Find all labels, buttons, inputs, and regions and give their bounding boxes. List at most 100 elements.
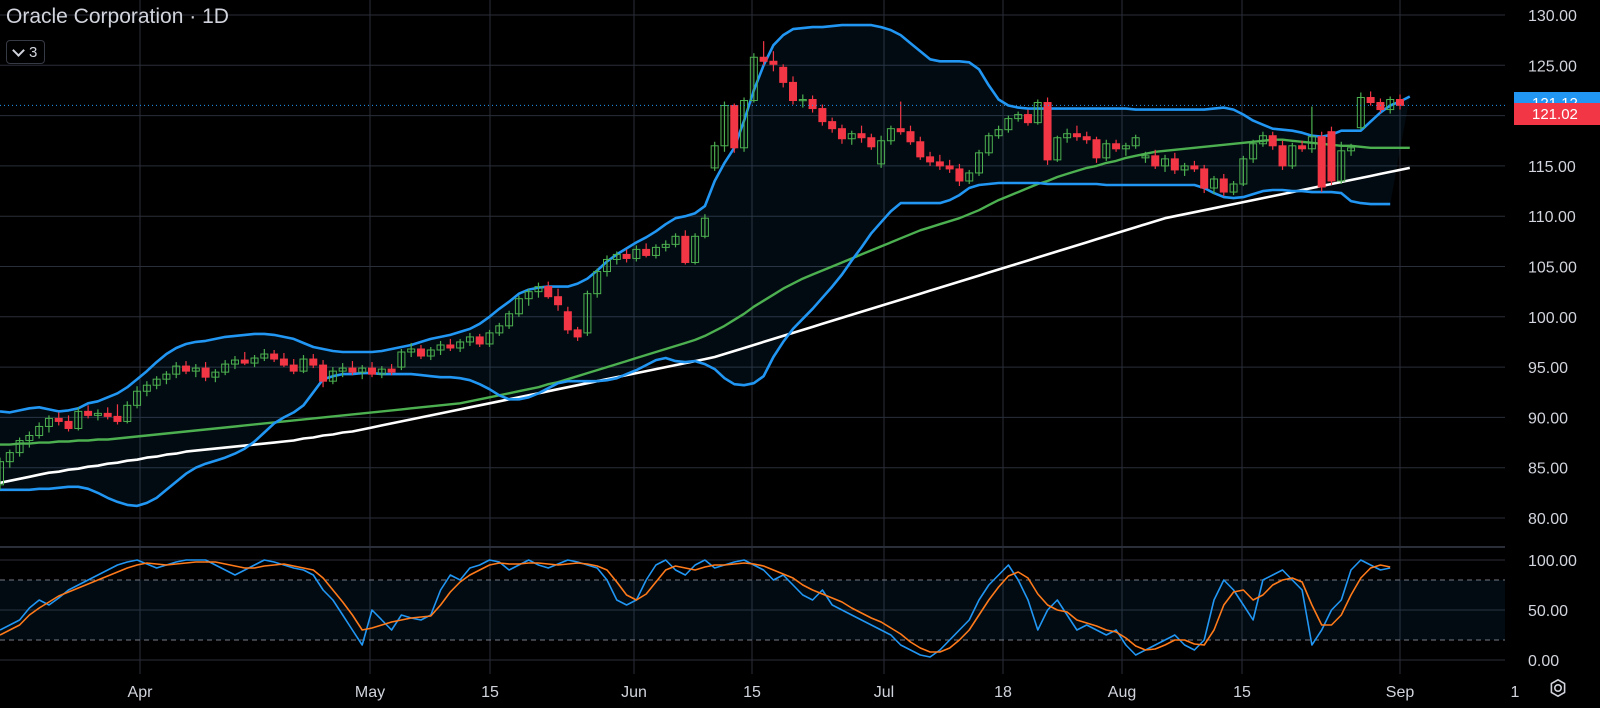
- candle: [1356, 92, 1365, 130]
- candle: [1151, 149, 1160, 169]
- candle-body: [1053, 137, 1062, 161]
- candle-body: [142, 384, 151, 392]
- candle-body: [1131, 137, 1140, 147]
- candle: [221, 360, 230, 376]
- candle-body: [123, 404, 132, 422]
- candle-body: [1063, 133, 1072, 139]
- candle: [877, 135, 886, 168]
- candle-body: [1004, 118, 1013, 131]
- candle: [818, 104, 827, 126]
- candle: [299, 355, 308, 374]
- candle-body: [348, 367, 357, 373]
- candle-body: [1043, 102, 1052, 161]
- candle-body: [877, 140, 886, 165]
- grid-lines: [0, 0, 1505, 674]
- candle: [798, 94, 807, 108]
- candle-body: [465, 336, 474, 343]
- candle-body: [1239, 158, 1248, 185]
- candle-body: [113, 415, 122, 422]
- indicators-toggle-button[interactable]: 3: [6, 40, 46, 64]
- candle: [0, 457, 4, 490]
- candle-body: [583, 293, 592, 334]
- candle-body: [789, 81, 798, 102]
- candle-body: [1268, 135, 1277, 147]
- candle-body: [5, 452, 14, 463]
- candle-body: [1327, 131, 1336, 182]
- candle-body: [1161, 158, 1170, 167]
- candle-body: [211, 371, 220, 378]
- candle: [1366, 91, 1375, 106]
- candle-body: [1102, 143, 1111, 159]
- candle: [759, 41, 768, 66]
- bollinger-lower-line: [0, 181, 1391, 508]
- candle-body: [1288, 145, 1297, 167]
- time-axis-tick-label: 15: [481, 684, 499, 701]
- candle-body: [426, 349, 435, 357]
- candle-body: [935, 161, 944, 167]
- candle-body: [1337, 150, 1346, 182]
- candle-body: [172, 365, 181, 375]
- candle: [573, 326, 582, 341]
- candle: [554, 288, 563, 311]
- candle: [1239, 155, 1248, 187]
- candle: [1131, 134, 1140, 149]
- candle-body: [1014, 114, 1023, 120]
- candle: [416, 344, 425, 360]
- candle: [64, 415, 73, 432]
- candle-body: [671, 235, 680, 245]
- candle: [1298, 140, 1307, 152]
- candle: [622, 249, 631, 263]
- candle: [456, 338, 465, 353]
- candle-body: [495, 325, 504, 334]
- candle: [152, 376, 161, 390]
- candle-body: [916, 141, 925, 158]
- candle: [847, 130, 856, 145]
- time-axis-tick-label: Aug: [1108, 684, 1136, 701]
- candle: [407, 342, 416, 358]
- candle: [84, 405, 93, 419]
- candle: [1268, 131, 1277, 150]
- candle-body: [886, 128, 895, 142]
- candle-body: [64, 420, 73, 429]
- candle-body: [955, 168, 964, 182]
- candle-body: [407, 348, 416, 353]
- oscillator-axis-tick-label: 0.00: [1528, 653, 1559, 670]
- candle-body: [642, 248, 651, 256]
- candle-body: [984, 135, 993, 154]
- candle: [475, 333, 484, 347]
- candle-body: [769, 60, 778, 65]
- candle-body: [270, 353, 279, 360]
- candle-body: [994, 129, 1003, 137]
- candle: [1317, 131, 1326, 193]
- candle: [1141, 151, 1150, 163]
- candle: [994, 125, 1003, 139]
- time-axis-tick-label: Jun: [621, 684, 647, 701]
- candle-body: [15, 440, 24, 454]
- candle: [289, 359, 298, 375]
- candle: [123, 401, 132, 424]
- candle: [563, 306, 572, 334]
- candle-body: [152, 378, 161, 386]
- candle-body: [612, 253, 621, 260]
- candle-body: [182, 365, 191, 372]
- candle-body: [837, 128, 846, 140]
- candle: [1229, 180, 1238, 196]
- candle: [74, 407, 83, 431]
- candle: [230, 356, 239, 370]
- candle-body: [691, 235, 700, 263]
- candle-body: [377, 368, 386, 375]
- candle: [162, 371, 171, 385]
- candle-body: [191, 367, 200, 372]
- candle-body: [35, 425, 44, 437]
- candle-body: [1141, 155, 1150, 159]
- settings-gear-icon[interactable]: [1548, 678, 1568, 698]
- candle: [1170, 152, 1179, 174]
- candle-body: [416, 348, 425, 357]
- candle-body: [289, 364, 298, 372]
- candle: [1161, 154, 1170, 172]
- chevron-down-icon: [12, 43, 25, 57]
- candle-body: [524, 291, 533, 300]
- candle-body: [1249, 143, 1258, 160]
- candle: [328, 367, 337, 385]
